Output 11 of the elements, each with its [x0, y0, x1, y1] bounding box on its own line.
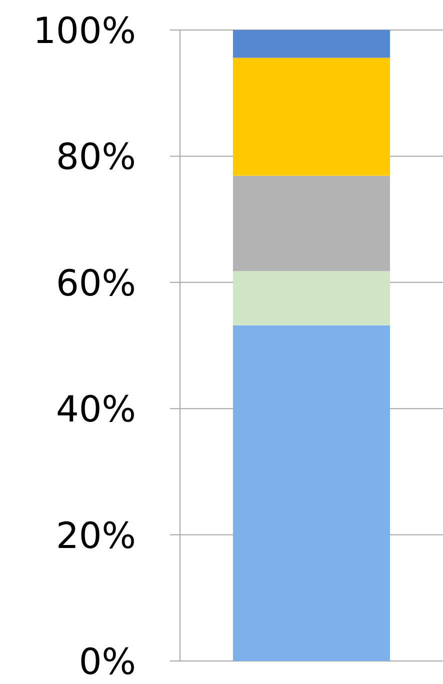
y-tick-label: 80%	[56, 137, 136, 178]
y-tick-label: 40%	[56, 390, 136, 431]
y-tick-label: 100%	[33, 10, 136, 52]
y-tick-label: 20%	[56, 516, 136, 557]
bar	[232, 271, 390, 326]
bar	[232, 325, 390, 661]
bar	[232, 176, 390, 272]
bar	[232, 58, 390, 176]
bar	[232, 30, 390, 58]
y-tick-label: 0%	[78, 642, 136, 683]
y-tick-label: 60%	[56, 263, 136, 304]
